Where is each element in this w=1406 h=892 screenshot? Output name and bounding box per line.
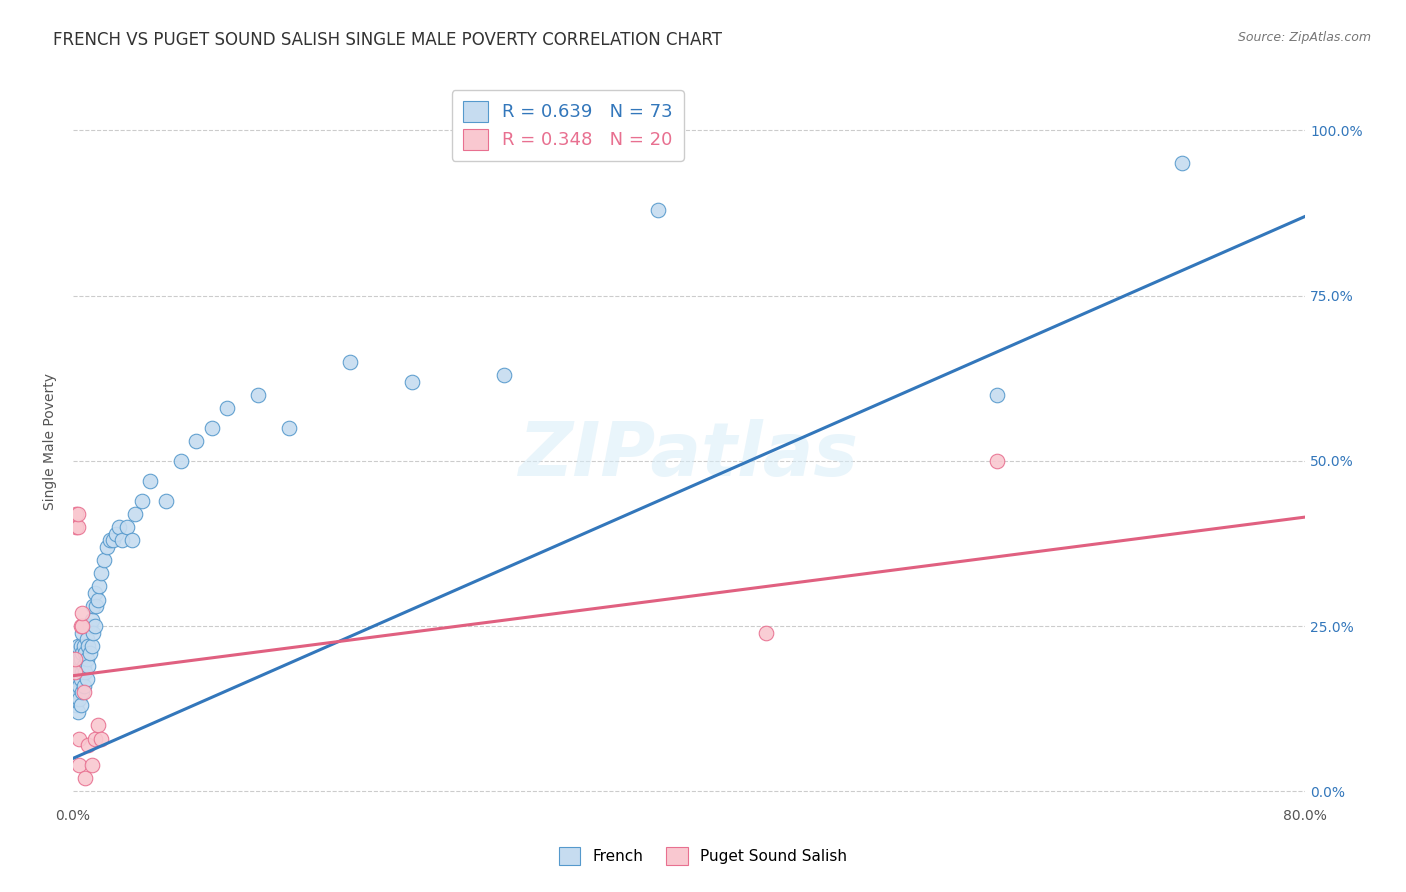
Point: [76, 672, 98, 686]
Point: [65, 646, 87, 660]
Point: [105, 526, 128, 541]
Point: [80, 758, 103, 772]
Point: [72, 665, 94, 680]
Point: [82, 625, 104, 640]
Point: [101, 533, 124, 548]
Point: [87, 718, 110, 732]
Point: [80, 613, 103, 627]
Point: [217, 401, 239, 415]
Point: [67, 758, 90, 772]
Point: [83, 619, 105, 633]
Point: [73, 685, 96, 699]
Point: [67, 691, 90, 706]
Point: [65, 679, 87, 693]
Point: [69, 652, 91, 666]
Point: [73, 639, 96, 653]
Point: [66, 639, 89, 653]
Point: [201, 421, 224, 435]
Point: [494, 368, 516, 382]
Point: [63, 672, 86, 686]
Text: ZIPatlas: ZIPatlas: [519, 419, 859, 492]
Point: [90, 566, 112, 581]
Point: [755, 625, 778, 640]
Point: [75, 646, 97, 660]
Point: [647, 202, 669, 217]
Point: [65, 691, 87, 706]
Point: [96, 540, 118, 554]
Point: [121, 533, 143, 548]
Point: [108, 520, 131, 534]
Legend: French, Puget Sound Salish: French, Puget Sound Salish: [553, 841, 853, 871]
Point: [67, 652, 90, 666]
Point: [66, 665, 89, 680]
Point: [69, 698, 91, 713]
Point: [89, 579, 111, 593]
Point: [93, 553, 115, 567]
Point: [67, 672, 90, 686]
Point: [986, 454, 1008, 468]
Point: [76, 632, 98, 647]
Point: [986, 388, 1008, 402]
Point: [65, 698, 87, 713]
Point: [186, 434, 208, 448]
Point: [63, 685, 86, 699]
Point: [155, 493, 177, 508]
Point: [79, 619, 101, 633]
Point: [77, 738, 100, 752]
Point: [1171, 156, 1194, 170]
Point: [131, 493, 153, 508]
Point: [63, 652, 86, 666]
Text: Source: ZipAtlas.com: Source: ZipAtlas.com: [1237, 31, 1371, 45]
Y-axis label: Single Male Poverty: Single Male Poverty: [44, 373, 58, 509]
Point: [69, 672, 91, 686]
Point: [75, 619, 97, 633]
Point: [73, 679, 96, 693]
Point: [83, 586, 105, 600]
Point: [83, 731, 105, 746]
Point: [66, 507, 89, 521]
Point: [72, 685, 94, 699]
Point: [69, 639, 91, 653]
Point: [67, 731, 90, 746]
Point: [65, 665, 87, 680]
Point: [246, 388, 269, 402]
Point: [72, 619, 94, 633]
Point: [72, 646, 94, 660]
Point: [72, 606, 94, 620]
Point: [65, 520, 87, 534]
Point: [75, 771, 97, 785]
Legend: R = 0.639   N = 73, R = 0.348   N = 20: R = 0.639 N = 73, R = 0.348 N = 20: [451, 90, 683, 161]
Point: [77, 639, 100, 653]
Text: FRENCH VS PUGET SOUND SALISH SINGLE MALE POVERTY CORRELATION CHART: FRENCH VS PUGET SOUND SALISH SINGLE MALE…: [53, 31, 723, 49]
Point: [115, 520, 138, 534]
Point: [77, 658, 100, 673]
Point: [98, 533, 121, 548]
Point: [67, 679, 90, 693]
Point: [66, 685, 89, 699]
Point: [76, 652, 98, 666]
Point: [401, 375, 423, 389]
Point: [73, 658, 96, 673]
Point: [75, 665, 97, 680]
Point: [80, 639, 103, 653]
Point: [90, 731, 112, 746]
Point: [66, 520, 89, 534]
Point: [139, 474, 162, 488]
Point: [65, 507, 87, 521]
Point: [66, 705, 89, 719]
Point: [170, 454, 193, 468]
Point: [339, 354, 361, 368]
Point: [79, 646, 101, 660]
Point: [63, 652, 86, 666]
Point: [84, 599, 107, 614]
Point: [82, 599, 104, 614]
Point: [65, 658, 87, 673]
Point: [277, 421, 299, 435]
Point: [63, 665, 86, 680]
Point: [72, 625, 94, 640]
Point: [69, 619, 91, 633]
Point: [111, 533, 134, 548]
Point: [87, 592, 110, 607]
Point: [124, 507, 146, 521]
